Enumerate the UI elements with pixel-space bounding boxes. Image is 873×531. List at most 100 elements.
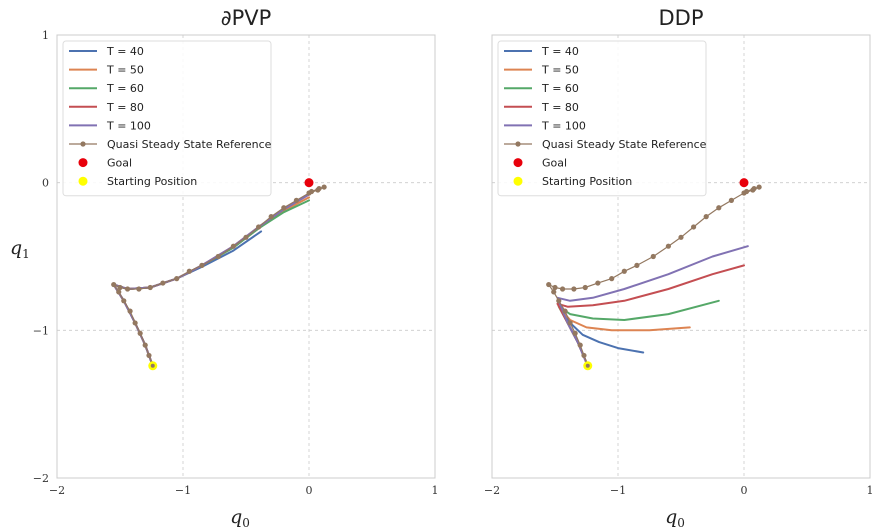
reference-point [147,284,153,291]
reference-point [556,298,562,304]
reference-point [243,234,249,240]
reference-point [160,280,166,286]
legend-label: Starting Position [542,175,632,188]
legend-swatch-marker [78,176,88,186]
legend-label: T = 40 [541,45,579,58]
reference-point [665,243,672,249]
legend-label: Starting Position [107,175,197,188]
reference-point [577,342,583,348]
legend-swatch-marker [513,158,523,168]
reference-point [124,286,131,292]
x-axis-label-subscript: 0 [242,516,250,530]
reference-point [256,224,262,230]
reference-point [127,308,133,314]
reference-point [117,284,123,291]
goal-marker [739,178,749,188]
reference-point [132,320,138,326]
reference-point [215,253,221,260]
reference-point [572,330,578,336]
legend-label: T = 80 [541,101,579,114]
reference-point [268,214,274,220]
y-axis-label-subscript: 1 [22,247,30,261]
x-tick-label: −2 [49,484,65,497]
legend-label: T = 60 [541,82,579,95]
reference-point [581,352,587,359]
reference-point [562,308,568,314]
legend-label: T = 80 [106,101,144,114]
x-tick-label: 1 [867,484,873,497]
reference-point [582,284,588,291]
reference-point [137,330,143,336]
legend-label: T = 60 [106,82,144,95]
goal-marker [304,178,314,188]
legend-label: T = 50 [106,64,144,77]
reference-point [281,205,287,211]
reference-point [146,352,152,359]
reference-point [621,268,627,274]
x-tick-label: −1 [175,484,191,497]
x-axis-label: q0 [665,506,685,530]
reference-point [609,276,615,282]
legend-box [497,40,707,197]
legend-swatch-marker [515,141,521,147]
reference-point [559,286,566,292]
reference-point [716,205,722,211]
reference-point [678,234,684,240]
reference-point [230,243,236,249]
reference-point [308,188,315,195]
reference-point [650,253,656,260]
legend-label: Quasi Steady State Reference [107,138,272,151]
y-tick-label: 1 [42,29,49,42]
legend-swatch-marker [513,176,523,186]
legend: T = 40 T = 50 T = 60 T = 80 T = 100 Quasi Ste… [62,40,272,197]
reference-point [728,197,735,203]
legend-swatch-marker [78,158,88,168]
reference-point [321,184,327,190]
reference-point [551,289,557,295]
panel-2: −2 −1 0 1 DDP q0 T = 40 T = 50 T = 60 T = 80 T = 1… [484,6,873,530]
legend-swatch-marker [80,141,86,147]
reference-point [316,185,322,192]
reference-point [186,268,192,274]
legend: T = 40 T = 50 T = 60 T = 80 T = 100 Quasi Ste… [497,40,707,197]
legend-box [62,40,272,197]
y-tick-label: −1 [33,324,49,337]
reference-point [293,197,299,203]
reference-point [552,284,558,291]
series-line [556,245,749,367]
x-tick-label: 0 [741,484,748,497]
reference-point [751,185,757,192]
x-tick-label: 1 [432,484,439,497]
legend-label: T = 100 [541,119,586,132]
reference-point [567,320,573,326]
reference-point [174,276,180,282]
y-axis-label: q1 [10,237,30,261]
chart-title: DDP [658,6,703,30]
reference-point [546,281,552,288]
x-tick-label: −1 [610,484,626,497]
legend-label: Goal [542,157,567,170]
x-axis-label: q0 [230,506,250,530]
reference-point [743,188,750,195]
reference-point [199,262,205,268]
reference-point [691,224,697,230]
x-tick-label: 0 [306,484,313,497]
y-tick-label: −2 [33,472,49,485]
reference-point [116,289,122,295]
reference-point [756,184,762,190]
reference-point [136,286,142,292]
chart-title: ∂PVP [221,6,272,30]
start-marker-center [585,363,590,368]
reference-point [634,262,640,268]
start-marker-center [150,363,155,368]
reference-point [121,298,127,304]
legend-label: T = 50 [541,64,579,77]
legend-label: T = 100 [106,119,151,132]
x-axis-label-subscript: 0 [677,516,685,530]
x-tick-label: −2 [484,484,500,497]
reference-point [595,280,601,286]
legend-label: Goal [107,157,132,170]
reference-point [703,214,709,220]
reference-point [111,281,117,288]
